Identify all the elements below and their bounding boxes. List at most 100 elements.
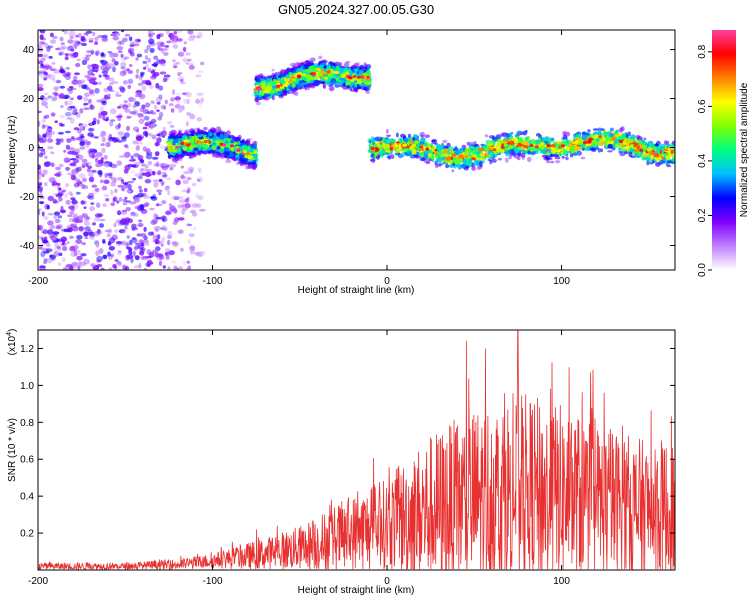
spectrogram-cell	[124, 33, 131, 37]
spectrogram-cell	[187, 58, 192, 62]
spectrogram-cell	[193, 147, 199, 151]
spectrogram-cell	[68, 227, 73, 233]
spectrogram-cell	[60, 105, 64, 108]
spectrogram-cell	[156, 203, 160, 207]
spectrogram-cell	[71, 261, 79, 267]
spectrogram-cell	[437, 163, 442, 168]
spectrogram-cell	[181, 135, 187, 140]
spectrogram-cell	[101, 136, 106, 143]
spectrogram-cell	[145, 63, 149, 68]
spectrogram-cell	[226, 130, 231, 135]
spectrogram-cell	[102, 254, 108, 260]
spectrogram-cell	[320, 81, 326, 84]
spectrogram-cell	[43, 258, 48, 262]
spectrogram-cell	[105, 160, 110, 166]
spectrogram-cell	[65, 166, 70, 171]
spectrogram-cell	[116, 160, 123, 166]
spectrogram-cell	[110, 253, 115, 257]
spectrogram-cell	[88, 192, 95, 198]
spectrogram-cell	[185, 121, 189, 127]
spectrogram-cell	[86, 162, 92, 166]
spectrogram-cell	[160, 162, 168, 169]
spectrogram-cell	[87, 98, 92, 104]
spectrogram-cell	[152, 218, 159, 224]
spectrogram-cell	[92, 31, 96, 37]
spectrogram-cell	[38, 71, 42, 75]
spectrogram-cell	[187, 36, 195, 42]
spectrogram-cell	[192, 212, 198, 217]
spectrogram-cell	[54, 242, 59, 248]
spectrogram-cell	[45, 248, 53, 252]
spectrogram-cell	[136, 129, 140, 133]
spectrogram-cell	[74, 244, 79, 250]
spectrogram-cell	[85, 140, 92, 146]
spectrogram-cell	[70, 193, 74, 197]
spectrogram-cell	[292, 78, 297, 82]
spectrogram-cell	[343, 69, 347, 72]
spectrogram-cell	[58, 187, 62, 191]
spectrogram-cell	[185, 91, 192, 98]
spectrogram-cell	[121, 230, 126, 234]
spectrogram-cell	[265, 78, 272, 83]
spectrogram-cell	[424, 134, 430, 138]
spectrogram-cell	[158, 131, 163, 138]
spectrogram-cell	[78, 261, 82, 266]
spectrogram-cell	[78, 154, 84, 160]
spectrogram-cell	[92, 222, 96, 226]
spectrogram-cell	[600, 148, 603, 153]
spectrogram-cell	[77, 265, 81, 270]
spectrogram-cell	[51, 96, 58, 101]
spectrogram-cell	[225, 159, 232, 164]
spectrogram-cell	[242, 144, 248, 150]
spectrogram-cell	[285, 81, 289, 85]
spectrogram-cell	[50, 32, 54, 38]
spectrogram-cell	[120, 240, 127, 246]
spectrogram-cell	[153, 71, 160, 77]
spectrogram-cell	[197, 70, 204, 74]
spectrogram-cell	[242, 150, 247, 154]
spectrogram-cell	[261, 82, 266, 86]
spectrogram-cell	[233, 142, 238, 146]
spectrogram-cell	[38, 60, 44, 65]
spectrogram-cell	[326, 65, 332, 70]
spectrogram-cell	[38, 224, 44, 231]
spectrogram-cell	[129, 111, 137, 115]
spectrogram-cell	[152, 249, 158, 253]
spectrogram-cell	[323, 65, 328, 69]
spectrogram-cell	[73, 75, 78, 82]
spectrogram-cell	[133, 109, 138, 114]
spectrogram-cell	[79, 181, 83, 184]
spectrogram-cell	[508, 154, 512, 160]
spectrogram-cell	[58, 163, 64, 168]
spectrogram-cell	[179, 175, 186, 180]
spectrogram-cell	[44, 155, 48, 159]
spectrogram-cell	[258, 87, 262, 91]
spectrogram-cell	[187, 223, 193, 227]
spectrogram-cell	[236, 161, 240, 165]
spectrogram-cell	[150, 133, 154, 137]
spectrogram-cell	[239, 161, 243, 167]
spectrogram-cell	[136, 233, 143, 237]
spectrogram-cell	[67, 150, 75, 155]
spectrogram-cell	[105, 116, 109, 121]
spectrogram-cell	[38, 144, 41, 150]
spectrogram-cell	[150, 75, 157, 80]
spectrogram-cell	[65, 183, 69, 188]
spectrogram-cell	[78, 226, 85, 232]
spectrogram-cell	[46, 128, 53, 132]
spectrogram-cell	[47, 95, 52, 99]
spectrogram-cell	[148, 161, 153, 165]
spectrogram-cell	[64, 111, 72, 117]
spectrogram-cell	[63, 94, 70, 99]
spectrogram-cell	[81, 123, 88, 128]
spectrogram-cell	[190, 133, 195, 137]
spectrogram-cell	[169, 152, 175, 156]
spectrogram-cell	[66, 214, 73, 218]
spectrogram-cell	[89, 205, 96, 212]
spectrogram-cell	[43, 161, 51, 168]
spectrogram-cell	[152, 234, 158, 240]
spectrogram-cell	[301, 71, 307, 75]
spectrogram-cell	[197, 142, 202, 146]
spectrogram-cell	[138, 189, 143, 193]
spectrogram-cell	[99, 106, 105, 113]
